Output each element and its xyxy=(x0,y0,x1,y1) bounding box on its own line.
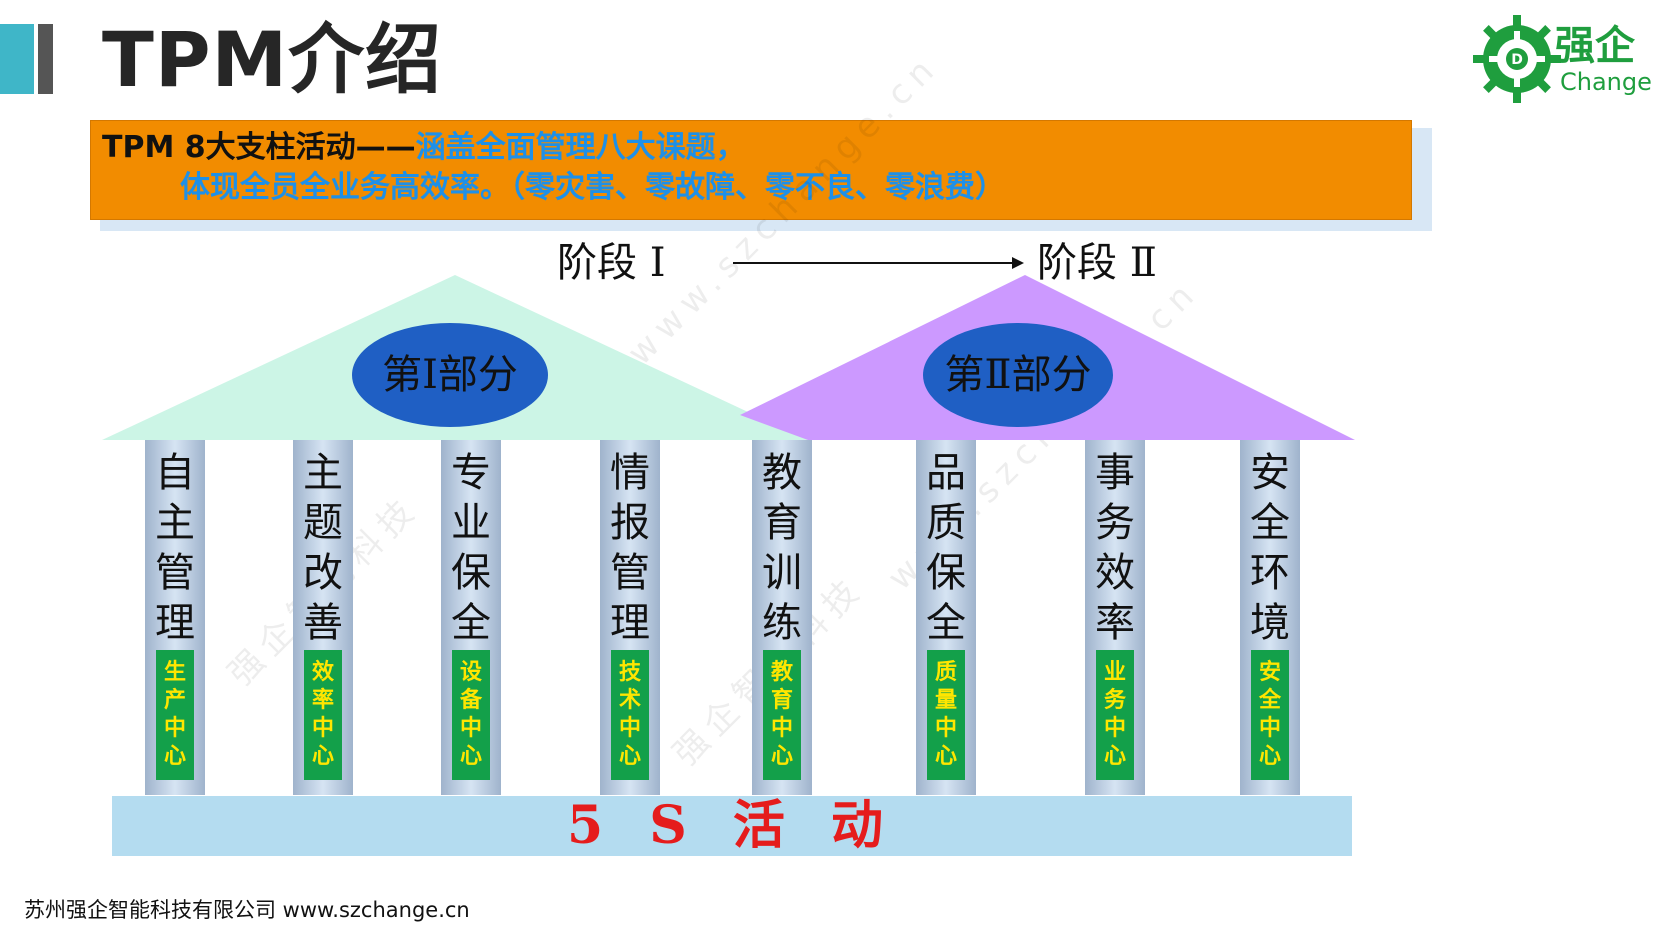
pillar-center-label: 效率中心 xyxy=(311,660,334,769)
pillar-center-label: 质量中心 xyxy=(934,660,957,769)
part-2-label: 第Ⅱ部分 xyxy=(944,352,1092,398)
pillar-center-label: 安全中心 xyxy=(1258,660,1281,769)
pillar-name: 主题改善 xyxy=(303,450,343,646)
pillar-center-box: 业务中心 xyxy=(1096,650,1134,780)
pillar-center-label: 业务中心 xyxy=(1103,660,1126,769)
pillar-name: 专业保全 xyxy=(451,450,491,646)
title-accent-bar xyxy=(0,24,34,94)
logo-mark: D xyxy=(1511,52,1523,68)
pillar-name: 自主管理 xyxy=(155,450,195,646)
part-1-label: 第I部分 xyxy=(382,352,518,398)
title-accent-bar-dark xyxy=(38,24,53,94)
pillar-center-label: 生产中心 xyxy=(163,660,186,769)
pillar-center-box: 设备中心 xyxy=(452,650,490,780)
pillar-name: 安全环境 xyxy=(1250,450,1290,646)
stage-arrow-head-icon xyxy=(1012,257,1024,269)
brand-logo-icon: D xyxy=(1473,15,1561,103)
stage-1-label: 阶段 Ⅰ xyxy=(557,240,666,286)
pillar-center-box: 教育中心 xyxy=(763,650,801,780)
ellipse-part-1 xyxy=(352,323,548,427)
pillar-center-box: 安全中心 xyxy=(1251,650,1289,780)
pillar-center-label: 技术中心 xyxy=(618,660,641,769)
pillar-name: 品质保全 xyxy=(926,450,966,646)
pillar-center-box: 生产中心 xyxy=(156,650,194,780)
ellipse-part-2 xyxy=(923,323,1113,427)
banner-line1-suffix: 涵盖全面管理八大课题， xyxy=(415,130,746,165)
foundation-5s xyxy=(112,796,1352,856)
pillar-center-box: 技术中心 xyxy=(611,650,649,780)
pillar-center-box: 质量中心 xyxy=(927,650,965,780)
logo-brand-sub: Change xyxy=(1560,68,1652,96)
logo-brand-name: 强企 xyxy=(1555,23,1635,69)
banner-line-2: 体现全员全业务高效率。（零灾害、零故障、零不良、零浪费） xyxy=(180,170,1005,205)
foundation-label: 5 S 活 动 xyxy=(566,795,898,856)
stage-2-label: 阶段 Ⅱ xyxy=(1037,240,1157,286)
footer-company: 苏州强企智能科技有限公司 www.szchange.cn xyxy=(24,898,470,922)
pillar-center-label: 教育中心 xyxy=(770,660,793,769)
pillar-name: 教育训练 xyxy=(762,450,802,646)
pillar-name: 情报管理 xyxy=(610,450,650,646)
banner-line-1: TPM 8大支柱活动——涵盖全面管理八大课题， xyxy=(102,128,746,168)
banner-line1-prefix: TPM 8大支柱活动—— xyxy=(102,130,416,165)
banner xyxy=(90,120,1412,220)
page-title: TPM介绍 xyxy=(102,15,443,104)
pillar-name: 事务效率 xyxy=(1095,450,1135,646)
pillar-center-label: 设备中心 xyxy=(459,660,482,769)
pillar-center-box: 效率中心 xyxy=(304,650,342,780)
